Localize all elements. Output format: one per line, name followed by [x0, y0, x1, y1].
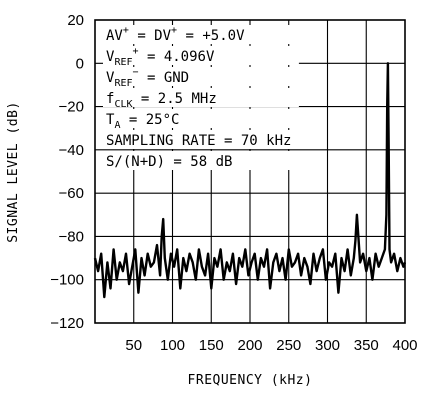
- y-tick-label: 20: [67, 12, 84, 29]
- x-tick-label: 150: [199, 337, 224, 354]
- x-tick-labels: 50 100 150 200 250 300 350 400: [125, 337, 417, 354]
- y-axis-label: SIGNAL LEVEL (dB): [6, 101, 21, 243]
- y-tick-label: −60: [59, 185, 84, 202]
- y-tick-label: −100: [50, 272, 84, 289]
- x-tick-label: 300: [315, 337, 340, 354]
- y-tick-label: −20: [59, 99, 84, 116]
- x-tick-label: 250: [276, 337, 301, 354]
- x-tick-label: 50: [125, 337, 142, 354]
- y-tick-label: −80: [59, 228, 84, 245]
- x-tick-label: 350: [354, 337, 379, 354]
- y-tick-label: −40: [59, 142, 84, 159]
- y-tick-label: −120: [50, 315, 84, 332]
- annotation-line: S/(N+D) = 58 dB: [106, 154, 232, 170]
- y-tick-label: 0: [76, 55, 84, 72]
- x-tick-label: 200: [237, 337, 262, 354]
- grid-lines: [95, 20, 405, 323]
- annotation-line: SAMPLING RATE = 70 kHz: [106, 133, 291, 149]
- x-tick-label: 100: [160, 337, 185, 354]
- x-tick-label: 400: [392, 337, 417, 354]
- x-axis-label: FREQUENCY (kHz): [188, 373, 313, 388]
- y-tick-labels: 20 0 −20 −40 −60 −80 −100 −120: [50, 12, 84, 332]
